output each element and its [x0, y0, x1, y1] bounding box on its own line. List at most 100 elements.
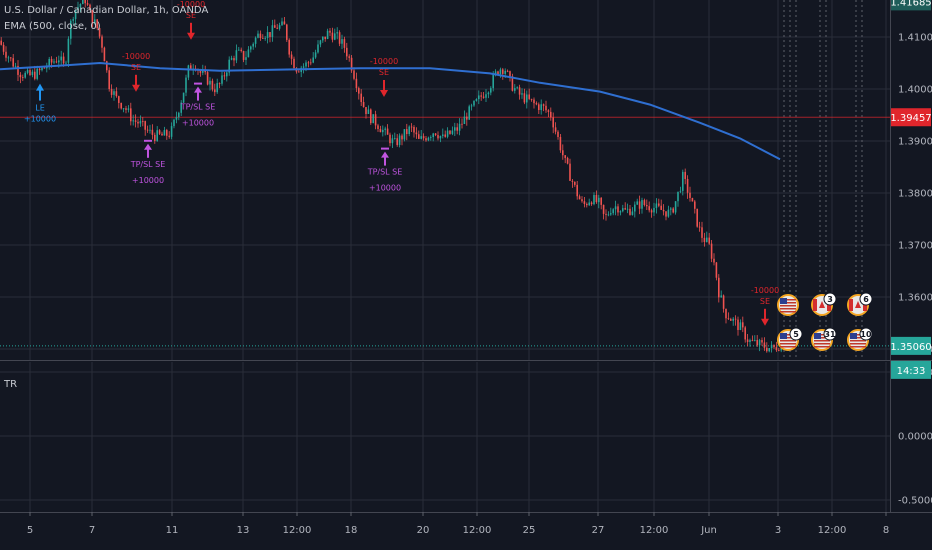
candle-body [170, 126, 173, 137]
candle-body [348, 56, 350, 58]
candle-body [422, 136, 425, 139]
countdown-badge[interactable] [891, 360, 931, 379]
candle-body [108, 70, 110, 90]
candle-body [394, 138, 396, 140]
long-entry-arrow-head[interactable] [36, 83, 44, 91]
candle-body [235, 50, 238, 61]
candle-body [288, 39, 290, 55]
candle-body [612, 209, 614, 214]
candle-body [468, 106, 470, 120]
candle-body [367, 109, 370, 114]
short-entry-arrow-head[interactable] [380, 90, 388, 97]
countdown-badge-text: 14:33 [897, 366, 926, 377]
candle-body [475, 99, 478, 101]
candle-body [331, 32, 334, 40]
current-price-badge[interactable] [891, 336, 931, 355]
candle-body [614, 206, 617, 210]
candle-body [415, 132, 418, 135]
candle-body [564, 155, 566, 158]
candle-body [319, 40, 322, 45]
candle-body [562, 150, 564, 156]
candle-body [461, 123, 463, 125]
candle-body [252, 43, 254, 47]
candle-body [480, 95, 482, 97]
candle-body [658, 203, 660, 206]
candle-body [204, 70, 206, 73]
candle-body [694, 201, 696, 209]
candle-body [605, 213, 607, 215]
symbol-title: U.S. Dollar / Canadian Dollar, 1h, OANDA [4, 5, 209, 16]
candle-body [526, 94, 528, 103]
candle-body [722, 295, 725, 309]
candle-body [734, 318, 737, 320]
candle-body [566, 157, 569, 164]
candle-body [742, 322, 744, 328]
candle-body [355, 78, 358, 89]
flag-stripe [850, 334, 866, 336]
signal-label: SE [131, 63, 141, 72]
exit-arrow-head[interactable] [144, 143, 152, 150]
short-entry-arrow-head[interactable] [132, 84, 140, 92]
candle-body [686, 178, 689, 193]
candle-body [58, 60, 60, 63]
candle-body [610, 213, 612, 215]
candle-body [103, 47, 106, 62]
flag-stripe [850, 346, 866, 348]
candle-body [482, 96, 485, 98]
candle-body [696, 208, 698, 227]
indicator-legend[interactable]: EMA (500, close, 0) [4, 21, 101, 32]
candle-body [473, 100, 475, 106]
candle-body [533, 99, 535, 104]
candle-body [672, 208, 674, 213]
candle-body [134, 120, 137, 122]
lower-pane-label[interactable]: TR [4, 379, 18, 390]
candle-body [250, 46, 252, 50]
short-entry-arrow-head[interactable] [187, 32, 195, 40]
candle-body [557, 131, 559, 137]
candle-body [631, 211, 634, 215]
candle-body [756, 340, 758, 346]
signal-label: +10000 [24, 115, 56, 124]
short-entry-arrow-head[interactable] [761, 318, 769, 326]
candle-body [317, 44, 319, 53]
candle-body [130, 108, 132, 122]
candle-body [761, 340, 763, 343]
candle-body [588, 202, 590, 206]
candle-body [211, 80, 214, 90]
candle-body [456, 127, 458, 131]
candle-body [737, 319, 739, 330]
candle-body [293, 58, 295, 69]
time-tick-label: 13 [237, 525, 250, 536]
candle-body [199, 70, 202, 73]
candle-body [168, 135, 170, 137]
candle-body [492, 74, 494, 89]
candle-body [646, 205, 648, 207]
candle-body [307, 62, 310, 64]
candle-body [34, 71, 36, 79]
exit-arrow-head[interactable] [194, 86, 202, 93]
highlight-price-badge[interactable] [891, 0, 931, 11]
ema-line[interactable] [0, 61, 781, 161]
candle-body [329, 30, 331, 33]
time-tick-label: 25 [523, 525, 536, 536]
candle-body [698, 226, 701, 228]
candle-body [586, 203, 588, 206]
ema-price-badge[interactable] [891, 108, 931, 127]
candle-body [370, 109, 372, 124]
flag-stripe [780, 346, 796, 348]
candle-body [763, 342, 766, 348]
event-count-badge [823, 292, 837, 306]
candle-body [653, 207, 655, 213]
exit-arrow-head[interactable] [381, 151, 389, 158]
candle-body [622, 208, 624, 212]
candle-body [590, 202, 593, 205]
candle-body [187, 65, 190, 78]
signal-label: -10000 [751, 286, 779, 295]
candle-body [775, 347, 778, 351]
flag-stripe [814, 334, 830, 336]
candle-body [79, 4, 82, 8]
flag-canton [850, 333, 857, 339]
candle-body [358, 88, 360, 94]
candle-body [60, 56, 62, 61]
